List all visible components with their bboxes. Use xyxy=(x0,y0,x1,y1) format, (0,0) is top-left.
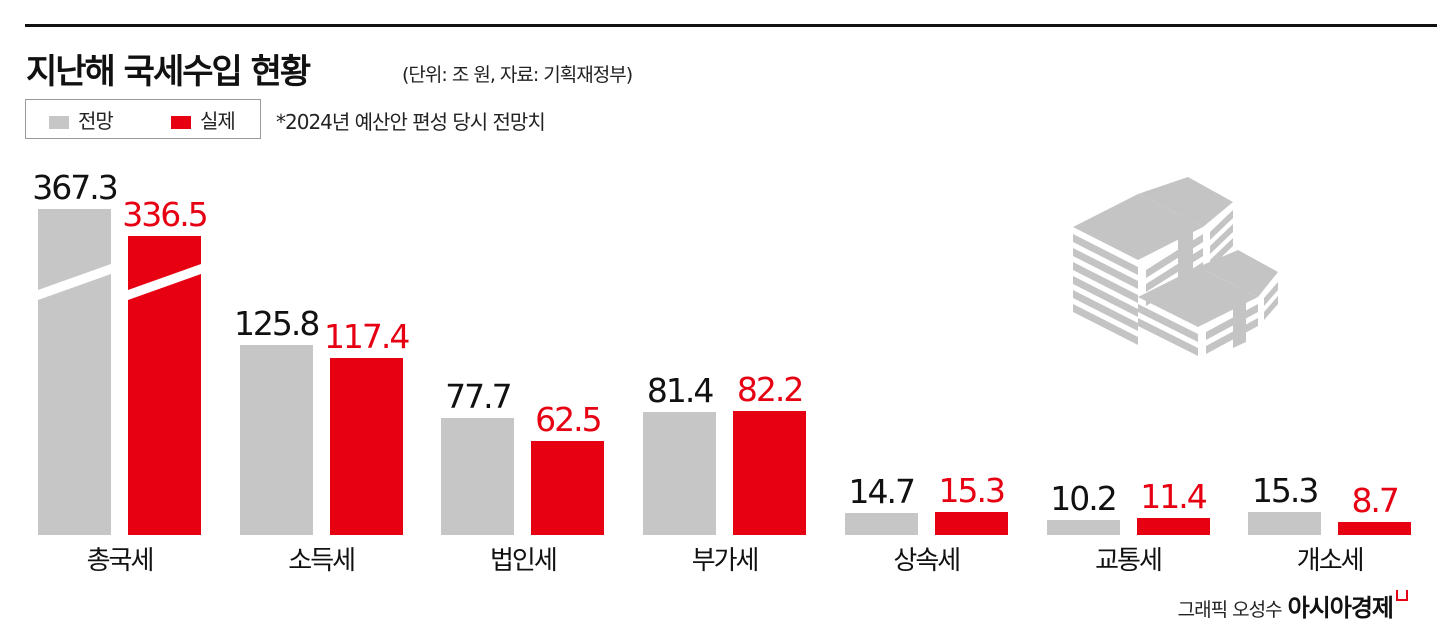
category-label: 법인세 xyxy=(490,546,558,576)
bar-forecast xyxy=(1248,511,1322,535)
bar-forecast xyxy=(844,512,918,535)
legend: 전망 실제 xyxy=(25,99,261,139)
chart-subtitle: (단위: 조 원, 자료: 기획재정부) xyxy=(402,64,633,86)
credit-line: 그래픽 오성수 아시아경제 xyxy=(1178,588,1408,623)
bar-actual xyxy=(934,511,1008,535)
bar-forecast xyxy=(38,209,111,535)
category-label: 부가세 xyxy=(691,546,760,576)
value-label-actual: 8.7 xyxy=(1351,480,1399,520)
bar-actual xyxy=(733,410,807,535)
value-label-actual: 82.2 xyxy=(736,369,804,409)
category-label: 총국세 xyxy=(86,546,155,576)
bar-forecast xyxy=(239,345,313,535)
legend-label-actual: 실제 xyxy=(200,109,236,133)
legend-label-forecast: 전망 xyxy=(78,109,114,133)
value-label-forecast: 14.7 xyxy=(848,471,916,511)
legend-note: *2024년 예산안 편성 당시 전망치 xyxy=(276,110,546,134)
legend-swatch-actual xyxy=(171,116,191,129)
category-label: 개소세 xyxy=(1296,546,1365,576)
value-label-forecast: 10.2 xyxy=(1050,478,1117,518)
bar-actual xyxy=(531,440,605,535)
category-label: 교통세 xyxy=(1095,546,1163,576)
brand-logo: 아시아경제 xyxy=(1287,594,1394,622)
bar-forecast xyxy=(1046,519,1120,535)
value-label-forecast: 125.8 xyxy=(233,304,320,344)
bar-actual xyxy=(1338,521,1412,535)
value-label-actual: 62.5 xyxy=(535,399,602,439)
bar-actual xyxy=(329,357,403,535)
money-stack-icon xyxy=(1073,177,1278,356)
bar-forecast xyxy=(441,417,515,535)
graphic-credit: 그래픽 오성수 xyxy=(1177,599,1283,621)
chart-title: 지난해 국세수입 현황 xyxy=(26,52,311,92)
brand-mark-icon xyxy=(1396,590,1408,601)
category-label: 상속세 xyxy=(893,546,961,576)
legend-swatch-forecast xyxy=(49,116,69,129)
bar-actual xyxy=(1136,517,1210,535)
value-label-forecast: 81.4 xyxy=(646,371,714,411)
top-rule xyxy=(25,24,1437,27)
value-label-forecast: 367.3 xyxy=(32,168,118,207)
value-label-actual: 336.5 xyxy=(122,195,208,234)
value-label-forecast: 77.7 xyxy=(445,376,512,416)
value-label-forecast: 15.3 xyxy=(1251,470,1319,510)
value-label-actual: 117.4 xyxy=(323,316,410,356)
bar-forecast xyxy=(643,412,717,535)
category-label: 소득세 xyxy=(288,546,356,576)
value-label-actual: 11.4 xyxy=(1140,476,1207,516)
value-label-actual: 15.3 xyxy=(938,470,1006,510)
